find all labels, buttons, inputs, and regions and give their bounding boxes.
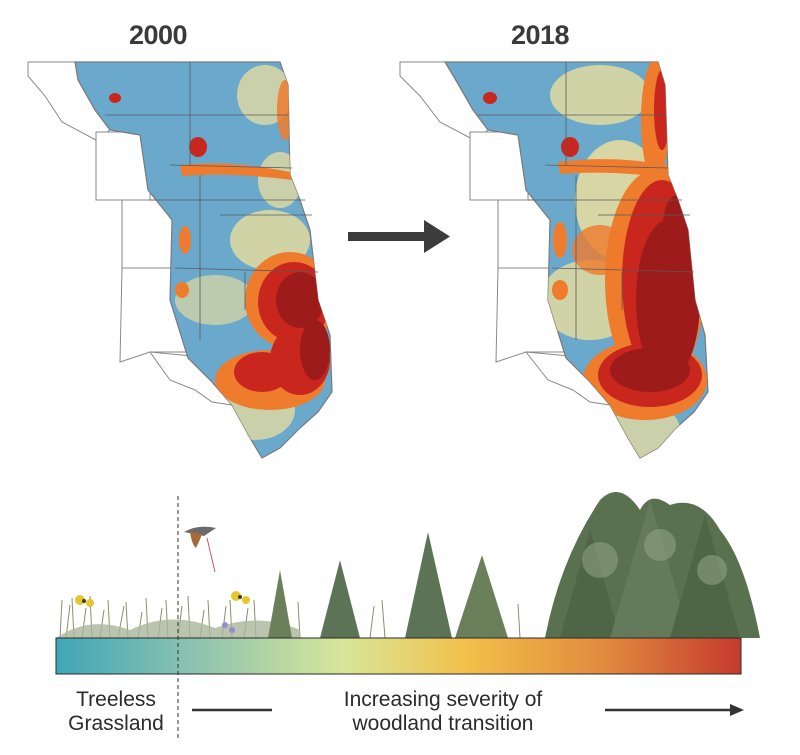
severity-gradient-bar bbox=[55, 637, 742, 675]
cover-layers-2018 bbox=[483, 62, 707, 458]
severity-label-line2: woodland transition bbox=[352, 712, 534, 735]
severity-arrow-head bbox=[730, 704, 744, 716]
bird-icon bbox=[184, 526, 216, 573]
dense-woodland bbox=[545, 492, 760, 638]
change-arrow bbox=[348, 220, 450, 253]
state-lines-2018 bbox=[478, 62, 695, 340]
treeless-label-line2: Grassland bbox=[68, 712, 164, 735]
map-2000 bbox=[27, 61, 333, 459]
flower-icon bbox=[86, 599, 94, 607]
cover-layers-2000 bbox=[109, 65, 332, 440]
state-lines-2000 bbox=[105, 62, 319, 340]
treeless-grassland-label: Treeless Grassland bbox=[62, 688, 170, 736]
flower-icon bbox=[242, 596, 250, 604]
flower-icon bbox=[231, 591, 241, 601]
small-tree bbox=[268, 532, 508, 638]
map-2018 bbox=[399, 61, 709, 459]
flower-icon bbox=[75, 595, 85, 605]
year-label-2000: 2000 bbox=[128, 20, 188, 50]
vegetation-illustration bbox=[56, 492, 760, 639]
year-label-2018: 2018 bbox=[510, 20, 570, 50]
treeless-label-line1: Treeless bbox=[76, 688, 156, 711]
severity-label-line1: Increasing severity of bbox=[343, 688, 543, 711]
severity-label: Increasing severity of woodland transiti… bbox=[278, 688, 608, 736]
